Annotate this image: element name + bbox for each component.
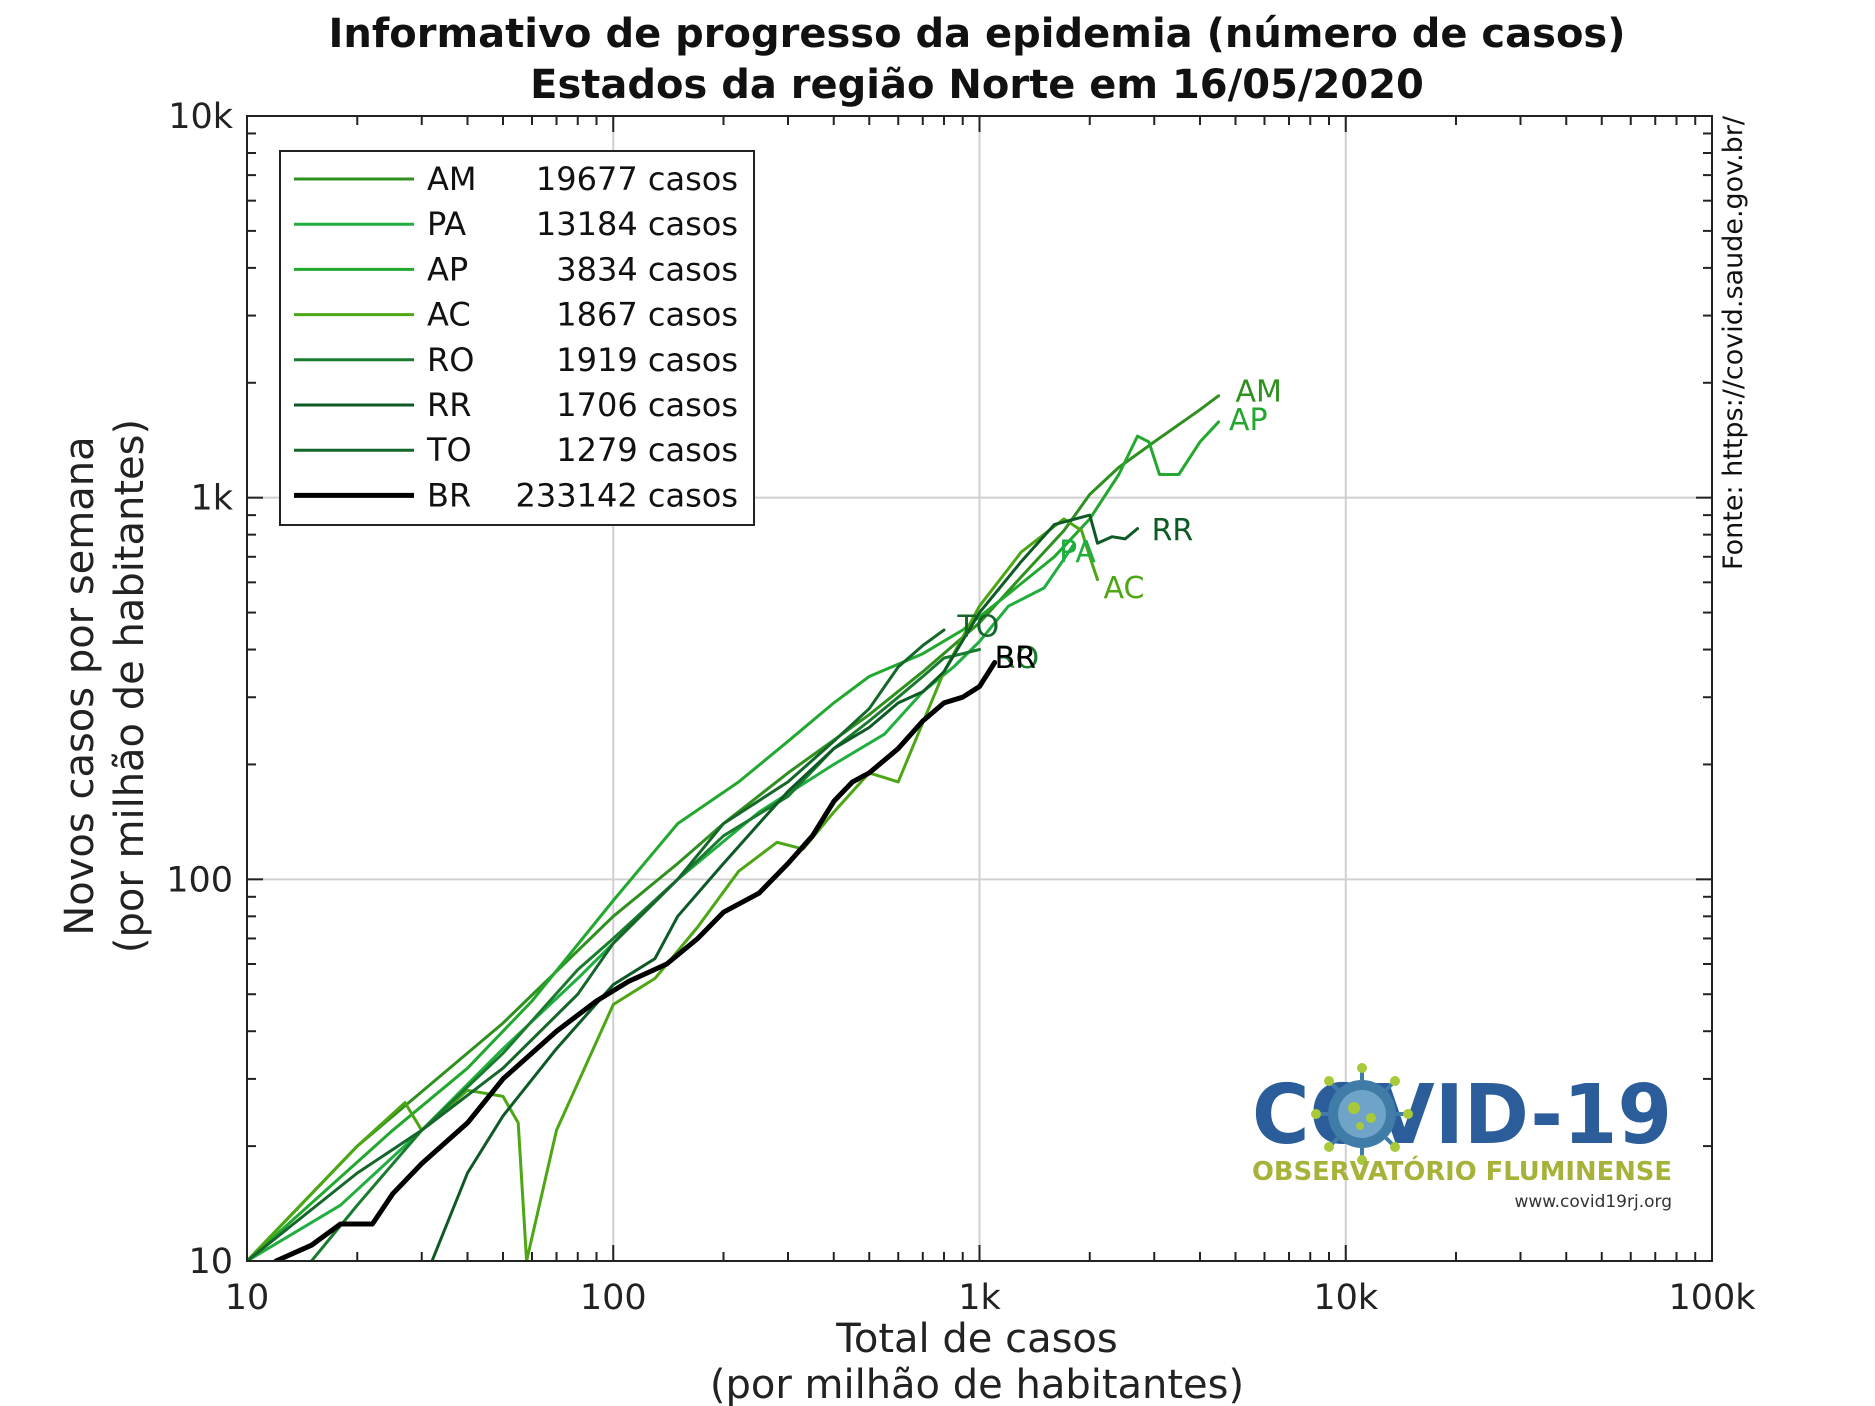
y-axis-sublabel: (por milhão de habitantes)	[107, 419, 153, 953]
series-line-ro	[312, 650, 980, 1262]
end-label-br: BR	[995, 641, 1036, 676]
x-tick-label: 10	[225, 1278, 270, 1318]
series-line-to	[247, 630, 944, 1261]
end-label-pa: PA	[1059, 535, 1096, 570]
series-line-pa	[247, 545, 1073, 1261]
legend-cases-to: 1279 casos	[556, 431, 738, 469]
legend-cases-ap: 3834 casos	[556, 250, 738, 288]
logo-url: www.covid19rj.org	[1514, 1192, 1672, 1212]
legend-cases-am: 19677 casos	[536, 160, 738, 198]
legend-name-rr: RR	[427, 386, 471, 424]
x-tick-labels: 10 100 1k 10k 100k	[225, 1278, 1757, 1318]
chart-subtitle: Estados da região Norte em 16/05/2020	[530, 62, 1424, 108]
legend-name-am: AM	[427, 160, 477, 198]
end-label-to: TO	[956, 609, 999, 644]
end-label-ac: AC	[1103, 571, 1144, 606]
x-tick-label: 1k	[958, 1278, 1001, 1318]
y-tick-label: 10	[188, 1242, 233, 1282]
legend-cases-ro: 1919 casos	[556, 341, 738, 379]
legend-name-ro: RO	[427, 341, 474, 379]
legend-cases-ac: 1867 casos	[556, 296, 738, 334]
x-tick-label: 100k	[1668, 1278, 1756, 1318]
legend: AM 19677 casos PA 13184 casos AP 3834 casos AC…	[279, 150, 755, 526]
series-line-am	[247, 396, 1219, 1261]
legend-name-pa: PA	[427, 205, 466, 243]
y-axis-label: Novos casos por semana	[57, 436, 103, 935]
end-label-am: AM	[1235, 374, 1281, 409]
logo-subtitle: OBSERVATÓRIO FLUMINENSE	[1252, 1155, 1672, 1187]
series-line-ap	[247, 422, 1219, 1261]
series-line-rr	[432, 515, 1138, 1261]
end-label-ap: AP	[1229, 403, 1268, 438]
legend-cases-pa: 13184 casos	[536, 205, 738, 243]
legend-cases-rr: 1706 casos	[556, 386, 738, 424]
series-line-br	[276, 663, 995, 1262]
series-layer	[247, 396, 1219, 1261]
legend-cases-br: 233142 casos	[516, 476, 738, 514]
plot-frame	[246, 115, 1713, 1262]
x-axis-label: Total de casos	[835, 1316, 1118, 1362]
legend-name-to: TO	[426, 431, 472, 469]
y-tick-labels: 10 100 1k 10k	[166, 97, 234, 1282]
coronavirus-icon	[1311, 1063, 1413, 1165]
legend-name-ap: AP	[427, 250, 468, 288]
logo: COVID-19	[1252, 1063, 1672, 1212]
legend-name-br: BR	[427, 476, 471, 514]
x-tick-label: 100	[580, 1278, 647, 1318]
end-label-ro: RO	[995, 641, 1039, 676]
y-tick-label: 1k	[190, 479, 233, 519]
source-note: Fonte: https://covid.saude.gov.br/	[1718, 115, 1749, 570]
end-label-rr: RR	[1152, 514, 1194, 549]
chart-title: Informativo de progresso da epidemia (nú…	[328, 11, 1625, 57]
y-tick-label: 10k	[168, 97, 234, 137]
y-tick-label: 100	[166, 860, 233, 900]
x-axis-sublabel: (por milhão de habitantes)	[710, 1362, 1244, 1406]
x-tick-label: 10k	[1313, 1278, 1379, 1318]
legend-name-ac: AC	[427, 296, 471, 334]
legend-box	[279, 150, 755, 526]
